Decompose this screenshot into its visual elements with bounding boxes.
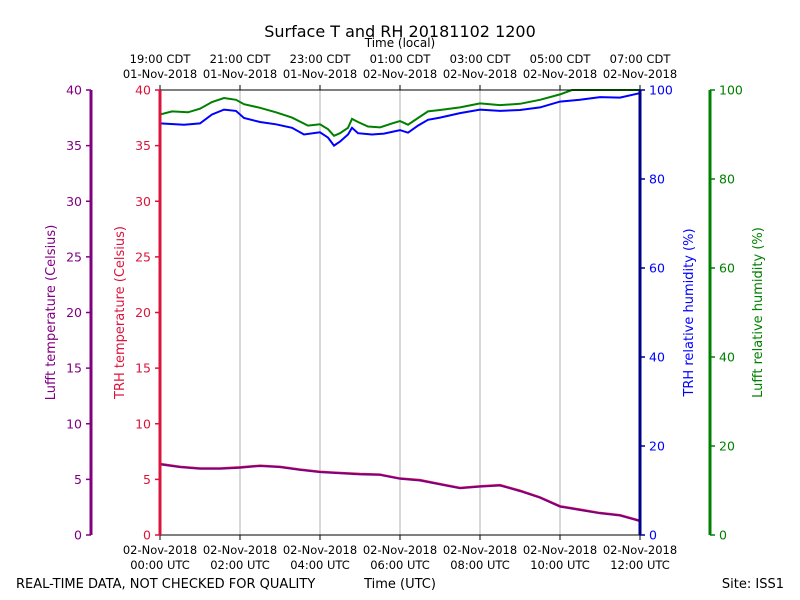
lufft-rh-tick-label: 40: [719, 350, 735, 365]
utc-tick-date: 02-Nov-2018: [523, 543, 597, 557]
local-tick-date: 01-Nov-2018: [283, 67, 357, 81]
local-tick-time: 03:00 CDT: [450, 52, 512, 66]
utc-tick-date: 02-Nov-2018: [123, 543, 197, 557]
lufft-temp-tick-label: 10: [66, 416, 82, 431]
chart-title: Surface T and RH 20181102 1200: [264, 22, 536, 41]
utc-tick-date: 02-Nov-2018: [203, 543, 277, 557]
trh-temp-tick-label: 25: [135, 249, 151, 264]
lufft-temp-tick-label: 20: [66, 305, 82, 320]
lufft-rh-tick-label: 80: [719, 172, 735, 187]
trh-temp-tick-label: 15: [135, 361, 151, 376]
utc-tick-time: 06:00 UTC: [370, 558, 430, 572]
trh-rh-axis-label: TRH relative humidity (%): [682, 228, 697, 397]
lufft-rh-tick-label: 60: [719, 261, 735, 276]
lufft-temp-tick-label: 35: [66, 138, 82, 153]
trh-temp-tick-label: 20: [135, 305, 151, 320]
trh-rh-tick-label: 40: [649, 350, 665, 365]
data-series: [160, 89, 640, 523]
lufft-temp-tick-label: 15: [66, 361, 82, 376]
trh-temp-tick-label: 5: [143, 472, 151, 487]
local-tick-date: 02-Nov-2018: [603, 67, 677, 81]
trh-rh-tick-label: 100: [649, 83, 673, 98]
gridlines: [239, 90, 561, 535]
lufft-rh-tick-label: 0: [719, 528, 727, 543]
local-tick-time: 21:00 CDT: [210, 52, 272, 66]
y-axes: 0 5 10 15 20 25 30 35 40 Lufft temperature (Celsi…: [44, 83, 766, 543]
utc-tick-time: 04:00 UTC: [290, 558, 350, 572]
utc-tick-time: 02:00 UTC: [210, 558, 270, 572]
site-label: Site: ISS1: [722, 577, 784, 592]
trh-rh-tick-label: 20: [649, 439, 665, 454]
utc-tick-time: 12:00 UTC: [610, 558, 670, 572]
trh-temp-tick-label: 35: [135, 138, 151, 153]
trh-rh-tick-label: 80: [649, 172, 665, 187]
local-tick-date: 02-Nov-2018: [363, 67, 437, 81]
trh-rh-tick-label: 0: [649, 528, 657, 543]
local-tick-date: 02-Nov-2018: [443, 67, 517, 81]
lufft-temp-tick-label: 0: [74, 528, 82, 543]
lufft-temp-tick-label: 25: [66, 249, 82, 264]
utc-tick-time: 00:00 UTC: [130, 558, 190, 572]
lufft-temp-tick-label: 30: [66, 194, 82, 209]
quality-disclaimer: REAL-TIME DATA, NOT CHECKED FOR QUALITY: [16, 577, 315, 592]
trh-temp-tick-label: 30: [135, 194, 151, 209]
lufft-temp-tick-label: 40: [66, 83, 82, 98]
local-tick-date: 02-Nov-2018: [523, 67, 597, 81]
lufft-rh-axis-label: Lufft relative humidity (%): [751, 227, 766, 398]
utc-tick-time: 10:00 UTC: [530, 558, 590, 572]
local-tick-time: 07:00 CDT: [610, 52, 672, 66]
bottom-axis-label: Time (UTC): [363, 577, 436, 592]
top-axis-label: Time (local): [364, 36, 436, 50]
local-tick-date: 01-Nov-2018: [123, 67, 197, 81]
lufft-temp-tick-label: 5: [74, 472, 82, 487]
local-tick-time: 19:00 CDT: [130, 52, 192, 66]
trh-relative-humidity-line: [160, 92, 640, 147]
utc-tick-time: 08:00 UTC: [450, 558, 510, 572]
local-tick-time: 23:00 CDT: [290, 52, 352, 66]
trh-temp-tick-label: 10: [135, 416, 151, 431]
utc-tick-date: 02-Nov-2018: [443, 543, 517, 557]
trh-rh-tick-label: 60: [649, 261, 665, 276]
utc-tick-date: 02-Nov-2018: [283, 543, 357, 557]
lufft-relative-humidity-line: [160, 89, 640, 138]
local-tick-time: 05:00 CDT: [530, 52, 592, 66]
local-tick-date: 01-Nov-2018: [203, 67, 277, 81]
lufft-temperature-line: [160, 463, 640, 523]
lufft-rh-tick-label: 20: [719, 439, 735, 454]
trh-temp-tick-label: 0: [143, 528, 151, 543]
utc-tick-date: 02-Nov-2018: [603, 543, 677, 557]
utc-tick-date: 02-Nov-2018: [363, 543, 437, 557]
trh-temp-axis-label: TRH temperature (Celsius): [113, 226, 128, 400]
lufft-temp-axis-label: Lufft temperature (Celsius): [44, 225, 59, 401]
trh-temp-tick-label: 40: [135, 83, 151, 98]
lufft-rh-tick-label: 100: [719, 83, 743, 98]
local-tick-time: 01:00 CDT: [370, 52, 432, 66]
